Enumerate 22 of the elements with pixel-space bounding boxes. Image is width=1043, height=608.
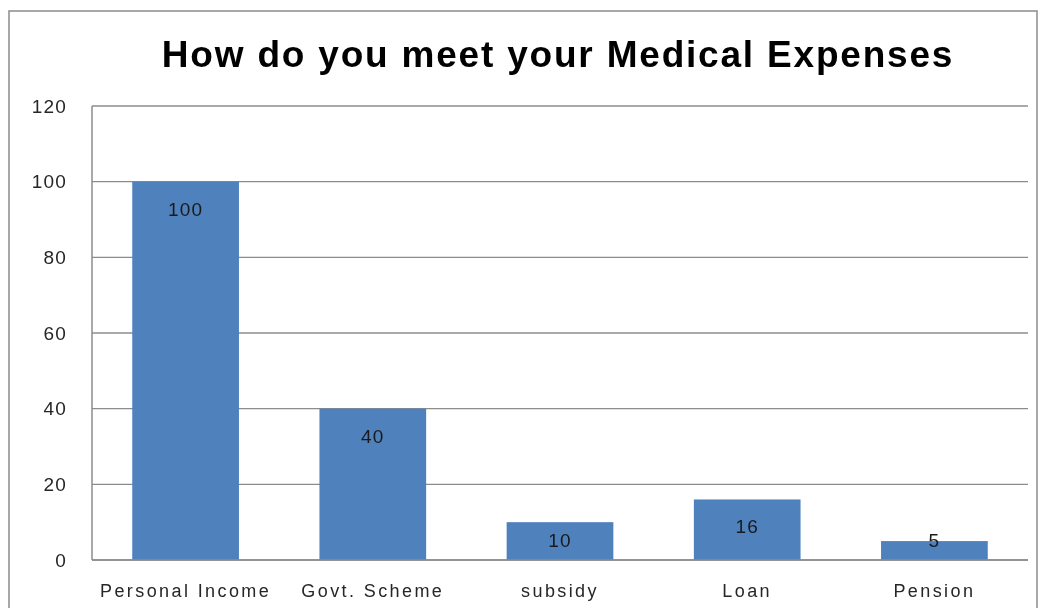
bar xyxy=(319,408,427,560)
data-label: 100 xyxy=(167,198,204,220)
data-label: 10 xyxy=(548,530,572,551)
y-tick-label: 60 xyxy=(43,322,67,344)
bar xyxy=(132,181,239,560)
data-label: 16 xyxy=(735,516,759,538)
y-tick-label: 20 xyxy=(43,473,67,495)
x-tick-label: subsidy xyxy=(521,581,599,601)
y-tick-label: 120 xyxy=(31,95,67,117)
y-tick-label: 80 xyxy=(43,246,67,268)
x-tick-label: Loan xyxy=(722,581,773,601)
bar xyxy=(693,499,801,560)
y-tick-label: 0 xyxy=(55,549,67,571)
x-tick-label: Govt. Scheme xyxy=(301,581,445,601)
bar xyxy=(506,522,614,560)
y-tick-label: 40 xyxy=(43,398,67,420)
x-tick-label: Personal Income xyxy=(100,581,272,601)
x-tick-label: Pension xyxy=(893,581,976,601)
chart-title: How do you meet your Medical Expenses xyxy=(161,34,955,75)
y-tick-label: 100 xyxy=(31,171,67,193)
data-label: 40 xyxy=(361,425,385,447)
data-label: 5 xyxy=(928,530,941,551)
